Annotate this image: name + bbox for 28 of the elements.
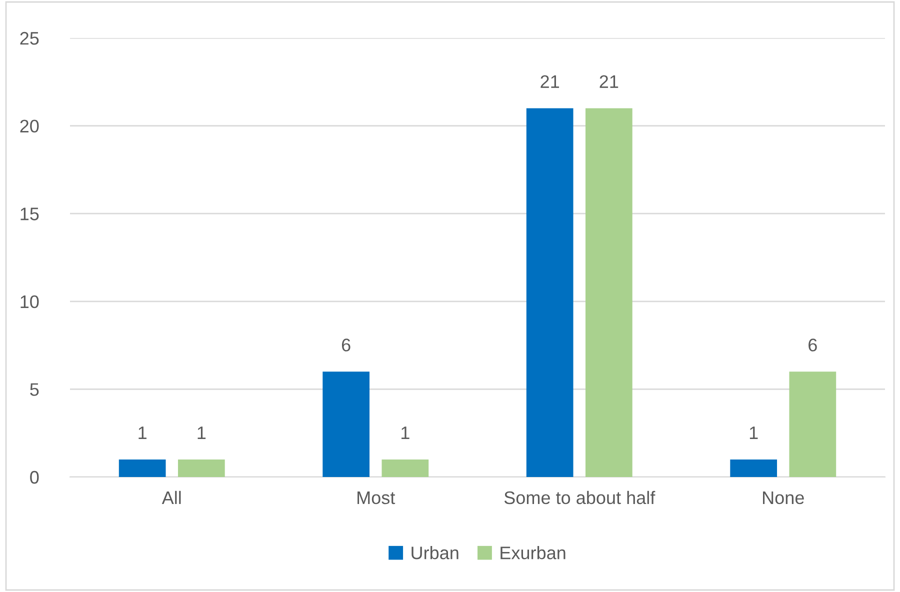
bar: [526, 108, 574, 477]
data-label: 21: [540, 75, 559, 88]
bar: [178, 459, 225, 477]
data-label: 1: [402, 426, 410, 440]
y-tick-label: 5: [30, 383, 39, 396]
legend-label: Exurban: [500, 546, 566, 560]
y-tick-label: 25: [20, 32, 39, 45]
bar: [118, 459, 166, 477]
data-label: 6: [808, 338, 817, 352]
data-label: 1: [138, 426, 146, 440]
bar: [789, 372, 836, 477]
data-label: 1: [750, 426, 758, 440]
bar: [322, 372, 370, 477]
data-label: 1: [198, 426, 206, 440]
bar: [730, 459, 778, 477]
y-tick-label: 0: [30, 470, 39, 484]
x-tick-label: Some to about half: [504, 490, 656, 504]
bar: [382, 459, 429, 477]
legend-label: Urban: [412, 546, 458, 560]
x-tick-label: Most: [358, 492, 396, 504]
x-tick-label: All: [162, 490, 181, 504]
data-label: 6: [342, 338, 350, 352]
x-tick-label: None: [763, 492, 804, 504]
y-tick-label: 15: [20, 208, 39, 220]
y-tick-label: 10: [20, 295, 39, 308]
bar: [585, 108, 632, 477]
data-label: 21: [600, 75, 618, 88]
y-tick-label: 20: [20, 120, 39, 133]
